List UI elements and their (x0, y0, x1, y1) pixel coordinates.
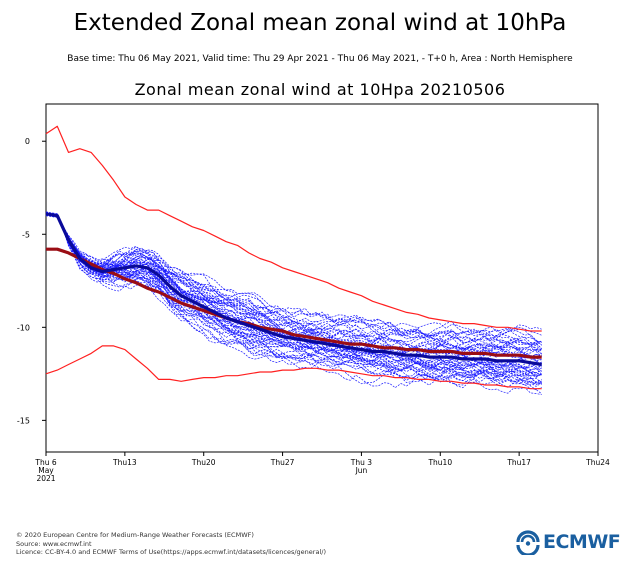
upper-extreme-line (45, 125, 542, 332)
climatology-line (46, 247, 542, 359)
x-tick-label: 2021 (36, 474, 55, 483)
page-title: Extended Zonal mean zonal wind at 10hPa (73, 10, 567, 36)
ensemble-member-line (45, 213, 542, 381)
x-tick-label: Thu10 (427, 458, 452, 467)
ensemble-member-line (45, 214, 542, 355)
licence-text: Licence: CC-BY-4.0 and ECMWF Terms of Us… (16, 548, 326, 556)
ensemble-member-line (45, 213, 542, 341)
ensemble-member-line (45, 213, 542, 376)
ensemble-member-line (45, 214, 542, 386)
plot-frame (45, 103, 599, 453)
ensemble-member-line (45, 214, 542, 349)
ecmwf-logo-text: ECMWF (543, 531, 621, 553)
ensemble-member-line (45, 212, 542, 354)
ensemble-member-line (45, 212, 542, 357)
x-tick-label: Thu20 (191, 458, 216, 467)
ensemble-member-line (45, 214, 542, 357)
ensemble-member-line (45, 213, 542, 361)
chart-title: Zonal mean zonal wind at 10Hpa 20210506 (134, 80, 506, 99)
ensemble-mean-line (45, 212, 542, 367)
ensemble-member-line (45, 212, 542, 346)
x-tick-label: Thu24 (585, 458, 610, 467)
ensemble-member-line (45, 214, 542, 371)
ensemble-members (45, 211, 542, 395)
y-tick-label: -10 (17, 323, 30, 332)
x-tick-label: Jun (355, 466, 368, 475)
copyright-footer: © 2020 European Centre for Medium-Range … (16, 531, 326, 557)
ensemble-member-line (45, 212, 542, 386)
ensemble-member-line (45, 212, 542, 352)
y-axis: 0 -5 -10 -15 (17, 137, 46, 425)
ensemble-member-line (45, 214, 542, 375)
ensemble-member-line (45, 212, 542, 383)
ensemble-member-line (45, 214, 542, 350)
ensemble-member-line (45, 214, 542, 389)
ensemble-member-line (45, 212, 542, 355)
y-tick-label: 0 (25, 137, 30, 146)
summary-lines (45, 125, 542, 390)
ecmwf-logo: ECMWF (515, 529, 621, 555)
copyright-text: © 2020 European Centre for Medium-Range … (16, 531, 254, 539)
x-tick-label: Thu17 (506, 458, 531, 467)
y-tick-label: -5 (22, 230, 30, 239)
x-tick-label: May (38, 466, 54, 475)
ensemble-member-line (45, 213, 542, 370)
source-text: Source: www.ecmwf.int (16, 539, 92, 548)
x-tick-label: Thu 3 (350, 458, 372, 467)
y-tick-label: -15 (17, 416, 30, 425)
lower-extreme-line (45, 345, 542, 390)
x-tick-label: Thu13 (112, 458, 137, 467)
ensemble-member-line (45, 212, 542, 388)
page-subtitle: Base time: Thu 06 May 2021, Valid time: … (67, 54, 573, 64)
ensemble-member-line (45, 213, 542, 391)
x-tick-label: Thu27 (270, 458, 295, 467)
ensemble-member-line (45, 214, 542, 384)
ensemble-member-line (45, 212, 542, 356)
ensemble-member-line (45, 215, 542, 369)
ensemble-member-line (45, 214, 542, 346)
ecmwf-logo-icon (516, 530, 540, 555)
ensemble-member-line (45, 214, 542, 395)
x-tick-label: Thu 6 (34, 458, 56, 467)
